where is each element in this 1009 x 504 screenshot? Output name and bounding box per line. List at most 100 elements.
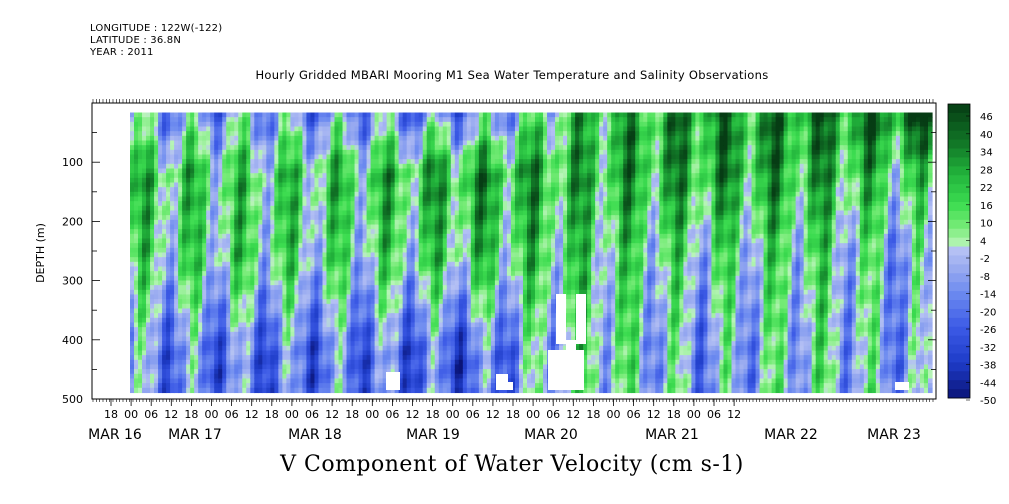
heatmap-cell bbox=[158, 219, 163, 226]
heatmap-cell bbox=[394, 196, 400, 202]
heatmap-cell bbox=[402, 191, 408, 198]
heatmap-cell bbox=[446, 313, 452, 319]
heatmap-cell bbox=[154, 336, 159, 342]
heatmap-cell bbox=[418, 145, 424, 151]
heatmap-cell bbox=[430, 163, 436, 170]
heatmap-cell bbox=[458, 168, 464, 174]
heatmap-cell bbox=[270, 364, 275, 370]
heatmap-cell bbox=[190, 140, 195, 146]
heatmap-cell bbox=[278, 140, 283, 146]
heatmap-cell bbox=[166, 317, 171, 324]
heatmap-cell bbox=[258, 210, 263, 216]
heatmap-cell bbox=[258, 182, 263, 188]
heatmap-cell bbox=[250, 233, 255, 240]
heatmap-cell bbox=[186, 266, 191, 272]
heatmap-cell bbox=[458, 154, 464, 160]
heatmap-cell bbox=[258, 271, 263, 277]
heatmap-cell bbox=[206, 299, 211, 305]
heatmap-cell bbox=[162, 364, 167, 370]
heatmap-cell bbox=[406, 275, 412, 282]
heatmap-cell bbox=[438, 378, 444, 384]
heatmap-cell bbox=[162, 317, 167, 324]
heatmap-cell bbox=[306, 210, 312, 216]
heatmap-cell bbox=[278, 327, 283, 333]
heatmap-cell bbox=[142, 336, 147, 342]
heatmap-cell bbox=[158, 331, 163, 338]
heatmap-cell bbox=[142, 383, 147, 389]
heatmap-cell bbox=[266, 373, 271, 380]
heatmap-cell bbox=[338, 219, 344, 226]
heatmap-cell bbox=[254, 341, 259, 347]
heatmap-cell bbox=[322, 378, 328, 384]
heatmap-cell bbox=[242, 345, 247, 352]
heatmap-cell bbox=[458, 271, 464, 277]
heatmap-cell bbox=[274, 247, 279, 254]
heatmap-cell bbox=[418, 364, 424, 370]
heatmap-cell bbox=[354, 280, 360, 286]
heatmap-cell bbox=[234, 303, 239, 310]
heatmap-cell bbox=[438, 280, 444, 286]
heatmap-cell bbox=[158, 177, 163, 184]
heatmap-cell bbox=[414, 271, 420, 277]
heatmap-cell bbox=[430, 294, 436, 300]
heatmap-cell bbox=[218, 117, 223, 123]
heatmap-cell bbox=[294, 224, 300, 230]
heatmap-cell bbox=[382, 159, 388, 165]
heatmap-cell bbox=[266, 299, 271, 305]
heatmap-cell bbox=[310, 345, 316, 352]
heatmap-cell bbox=[438, 341, 444, 347]
heatmap-cell bbox=[338, 247, 344, 254]
heatmap-cell bbox=[386, 369, 392, 375]
heatmap-cell bbox=[154, 313, 159, 319]
heatmap-cell bbox=[326, 154, 332, 160]
heatmap-cell bbox=[194, 271, 199, 277]
heatmap-cell bbox=[334, 154, 340, 160]
heatmap-cell bbox=[222, 196, 227, 202]
heatmap-cell bbox=[314, 387, 320, 394]
heatmap-cell bbox=[406, 294, 412, 300]
heatmap-cell bbox=[442, 215, 448, 221]
heatmap-cell bbox=[286, 159, 291, 165]
heatmap-cell bbox=[274, 303, 279, 310]
heatmap-cell bbox=[234, 252, 239, 258]
heatmap-cell bbox=[262, 275, 267, 282]
heatmap-cell bbox=[206, 322, 211, 328]
heatmap-cell bbox=[398, 285, 404, 291]
heatmap-cell bbox=[442, 331, 448, 338]
heatmap-cell bbox=[446, 271, 452, 277]
heatmap-cell bbox=[174, 275, 179, 282]
heatmap-cell bbox=[170, 173, 175, 179]
heatmap-cell bbox=[162, 373, 167, 380]
heatmap-cell bbox=[150, 271, 155, 277]
heatmap-cell bbox=[134, 275, 139, 282]
heatmap-cell bbox=[382, 350, 388, 356]
heatmap-cell bbox=[310, 191, 316, 198]
heatmap-cell bbox=[162, 201, 167, 207]
heatmap-cell bbox=[298, 233, 304, 240]
heatmap-cell bbox=[390, 294, 396, 300]
heatmap-cell bbox=[374, 238, 380, 244]
heatmap-cell bbox=[438, 117, 444, 123]
heatmap-cell bbox=[350, 196, 356, 202]
heatmap-cell bbox=[266, 238, 271, 244]
heatmap-cell bbox=[442, 271, 448, 277]
heatmap-cell bbox=[154, 261, 159, 268]
heatmap-cell bbox=[162, 191, 167, 198]
heatmap-cell bbox=[230, 261, 235, 268]
heatmap-cell bbox=[322, 159, 328, 165]
heatmap-cell bbox=[194, 327, 199, 333]
heatmap-cell bbox=[290, 359, 296, 366]
heatmap-cell bbox=[310, 117, 316, 123]
heatmap-cell bbox=[374, 359, 380, 366]
heatmap-cell bbox=[398, 247, 404, 254]
heatmap-cell bbox=[422, 261, 428, 268]
heatmap-cell bbox=[326, 177, 332, 184]
heatmap-cell bbox=[334, 191, 340, 198]
heatmap-cell bbox=[370, 145, 376, 151]
heatmap-cell bbox=[330, 233, 336, 240]
heatmap-cell bbox=[294, 299, 300, 305]
heatmap-cell bbox=[454, 257, 460, 263]
heatmap-cell bbox=[414, 121, 420, 128]
heatmap-cell bbox=[346, 196, 352, 202]
heatmap-cell bbox=[178, 350, 183, 356]
